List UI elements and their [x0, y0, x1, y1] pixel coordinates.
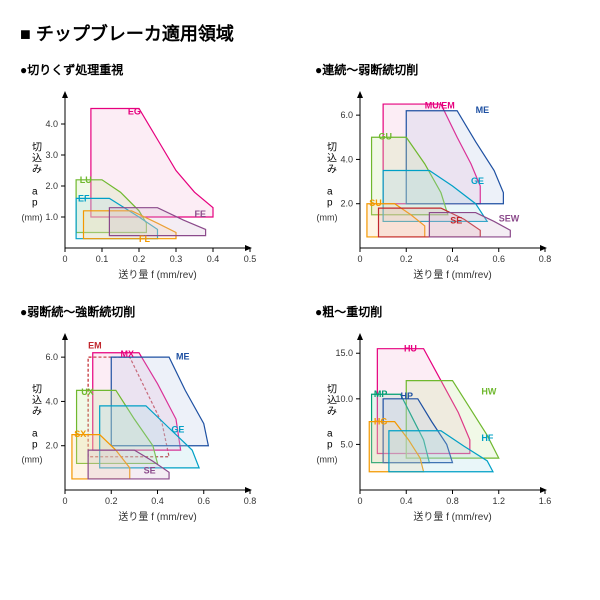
svg-text:1.2: 1.2	[492, 496, 505, 506]
svg-text:0.2: 0.2	[133, 254, 146, 264]
chart-2: ●弱断続～強断続切削 EM MX ME UX GE SX SE 0 0.2 0.4 0.6 0.8 2.0…	[20, 303, 285, 525]
svg-text:4.0: 4.0	[340, 154, 353, 164]
y-axis-label: 切込み ap	[32, 384, 42, 451]
svg-text:2.0: 2.0	[340, 199, 353, 209]
chart-title: ●連続～弱断続切削	[315, 61, 580, 78]
svg-text:6.0: 6.0	[45, 352, 58, 362]
chart-svg: EM MX ME UX GE SX SE 0 0.2 0.4 0.6 0.8 2.0 4.0 6.0 送り量 …	[20, 325, 260, 525]
svg-text:(mm): (mm)	[22, 213, 43, 223]
region-label-EM: EM	[88, 340, 102, 350]
svg-text:0: 0	[62, 496, 67, 506]
region-label-SX: SX	[74, 429, 86, 439]
svg-text:0.6: 0.6	[492, 254, 505, 264]
chart-0: ●切りくず処理重視 EG LU EF FL FE 0 0.1 0.2 0.3 0.4 0.5 1.0 2.…	[20, 61, 285, 283]
svg-text:0.4: 0.4	[446, 254, 459, 264]
region-label-MX: MX	[121, 349, 135, 359]
region-label-HF: HF	[481, 433, 493, 443]
svg-text:0.6: 0.6	[197, 496, 210, 506]
y-axis-label: 切込み ap	[32, 142, 42, 209]
charts-grid: ●切りくず処理重視 EG LU EF FL FE 0 0.1 0.2 0.3 0.4 0.5 1.0 2.…	[20, 61, 580, 525]
svg-text:1.6: 1.6	[539, 496, 552, 506]
y-axis-label: 切込み ap	[327, 142, 337, 209]
page-title: ■ チップブレーカ適用領域	[20, 20, 580, 46]
svg-text:4.0: 4.0	[45, 119, 58, 129]
svg-text:0.3: 0.3	[170, 254, 183, 264]
svg-text:15.0: 15.0	[335, 348, 353, 358]
region-label-HG: HG	[374, 416, 388, 426]
region-label-GU: GU	[379, 132, 393, 142]
region-label-SEW: SEW	[499, 213, 520, 223]
x-axis-label: 送り量 f (mm/rev)	[413, 510, 491, 523]
svg-text:0.8: 0.8	[539, 254, 552, 264]
svg-text:0.4: 0.4	[207, 254, 220, 264]
region-label-GE: GE	[471, 176, 484, 186]
x-axis-label: 送り量 f (mm/rev)	[118, 268, 196, 281]
region-label-SE: SE	[144, 465, 156, 475]
svg-text:0.4: 0.4	[400, 496, 413, 506]
region-label-GE: GE	[171, 424, 184, 434]
region-label-EF: EF	[78, 194, 90, 204]
svg-text:0: 0	[62, 254, 67, 264]
x-axis-label: 送り量 f (mm/rev)	[413, 268, 491, 281]
svg-text:0: 0	[357, 254, 362, 264]
svg-text:5.0: 5.0	[340, 439, 353, 449]
svg-text:6.0: 6.0	[340, 110, 353, 120]
svg-text:0.8: 0.8	[446, 496, 459, 506]
svg-text:2.0: 2.0	[45, 181, 58, 191]
svg-text:(mm): (mm)	[317, 213, 338, 223]
region-label-ME: ME	[176, 351, 190, 361]
region-label-SE: SE	[450, 216, 462, 226]
y-axis-label: 切込み ap	[327, 384, 337, 451]
region-label-ME: ME	[476, 105, 490, 115]
region-label-EG: EG	[128, 107, 141, 117]
region-label-FE: FE	[195, 209, 207, 219]
region-label-SU: SU	[369, 198, 382, 208]
region-label-MU/EM: MU/EM	[425, 101, 455, 111]
svg-text:(mm): (mm)	[317, 455, 338, 465]
svg-text:0.2: 0.2	[400, 254, 413, 264]
svg-text:4.0: 4.0	[45, 396, 58, 406]
chart-1: ●連続～弱断続切削 MU/EM ME GU GE SU SE SEW 0 0.2 0.4 0.6 0.8…	[315, 61, 580, 283]
chart-title: ●切りくず処理重視	[20, 61, 285, 78]
svg-text:10.0: 10.0	[335, 394, 353, 404]
svg-text:0: 0	[357, 496, 362, 506]
region-label-HP: HP	[400, 391, 413, 401]
svg-text:1.0: 1.0	[45, 212, 58, 222]
chart-title: ●弱断続～強断続切削	[20, 303, 285, 320]
chart-3: ●粗～重切削 HU HW MP HP HG HF 0 0.4 0.8 1.2 1.6 5.0 10.0 15…	[315, 303, 580, 525]
region-label-LU: LU	[80, 175, 92, 185]
svg-text:0.5: 0.5	[244, 254, 257, 264]
region-label-HU: HU	[404, 343, 417, 353]
chart-svg: EG LU EF FL FE 0 0.1 0.2 0.3 0.4 0.5 1.0 2.0 3.0 4.0 送り…	[20, 83, 260, 283]
chart-svg: HU HW MP HP HG HF 0 0.4 0.8 1.2 1.6 5.0 10.0 15.0 送り量 …	[315, 325, 555, 525]
chart-title: ●粗～重切削	[315, 303, 580, 320]
svg-text:0.2: 0.2	[105, 496, 118, 506]
chart-svg: MU/EM ME GU GE SU SE SEW 0 0.2 0.4 0.6 0.8 2.0 4.0 6.0…	[315, 83, 555, 283]
svg-text:0.1: 0.1	[96, 254, 109, 264]
region-label-UX: UX	[81, 387, 94, 397]
svg-text:3.0: 3.0	[45, 150, 58, 160]
svg-text:(mm): (mm)	[22, 455, 43, 465]
x-axis-label: 送り量 f (mm/rev)	[118, 510, 196, 523]
region-label-FL: FL	[139, 234, 150, 244]
svg-text:2.0: 2.0	[45, 441, 58, 451]
svg-text:0.4: 0.4	[151, 496, 164, 506]
region-label-HW: HW	[481, 386, 496, 396]
region-label-MP: MP	[374, 389, 388, 399]
svg-text:0.8: 0.8	[244, 496, 257, 506]
